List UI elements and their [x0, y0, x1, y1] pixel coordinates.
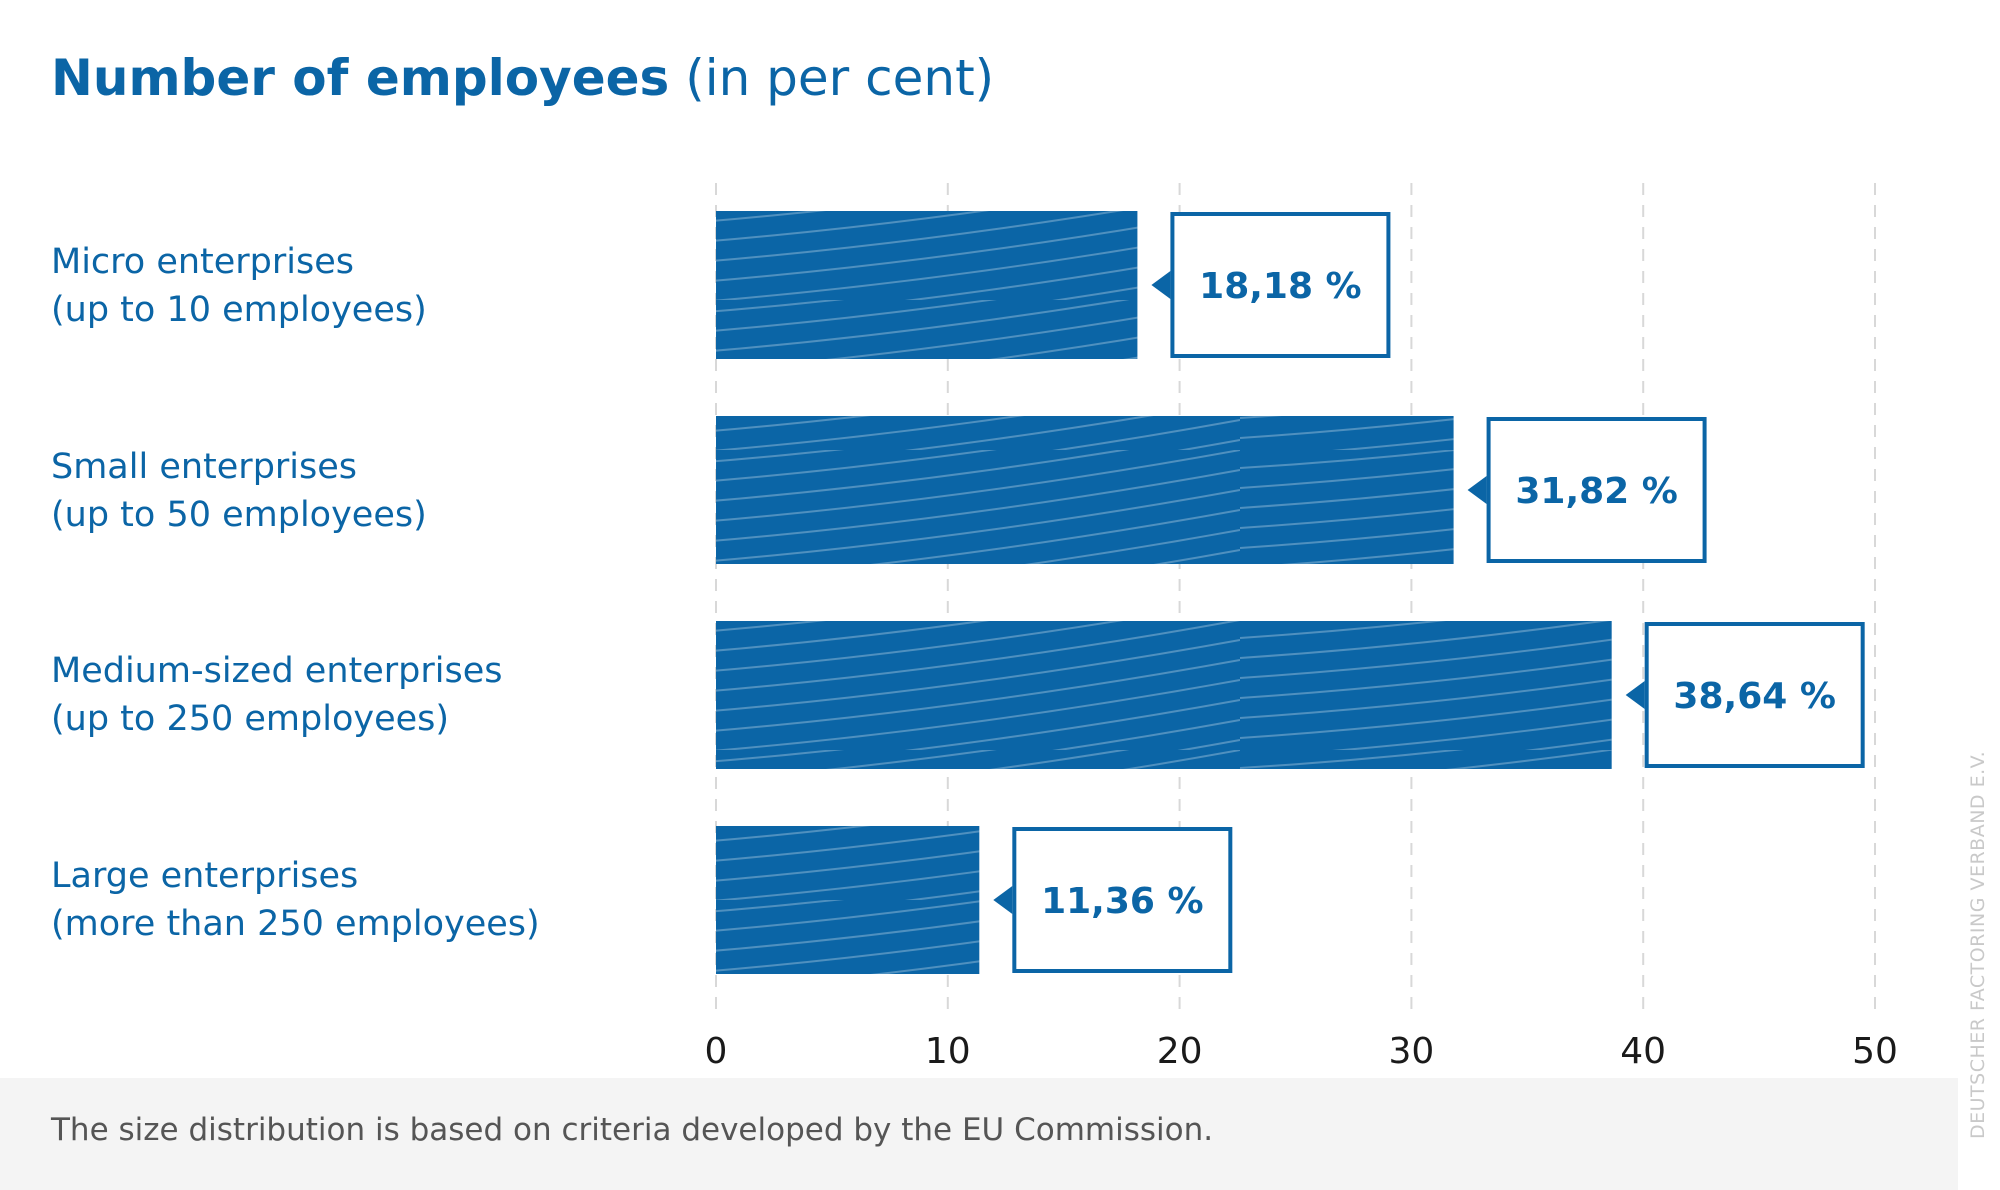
category-detail: (more than 250 employees) [51, 904, 540, 944]
x-tick-label: 0 [705, 1031, 728, 1072]
x-tick-label: 20 [1157, 1031, 1203, 1072]
category-name: Micro enterprises [51, 242, 355, 282]
value-label: 31,82 % [1515, 471, 1677, 512]
callout-pointer [1467, 476, 1487, 504]
category-label-small: Small enterprises (up to 50 employees) [51, 443, 691, 539]
value-callouts: 18,18 % 31,82 % 38,64 % 11,36 % [993, 212, 1865, 973]
category-label-medium: Medium-sized enterprises (up to 250 empl… [51, 647, 691, 743]
category-name: Medium-sized enterprises [51, 651, 503, 691]
chart-title-main: Number of employees [51, 49, 670, 107]
value-label: 18,18 % [1199, 266, 1361, 307]
bar-texture [716, 621, 1612, 769]
value-callout-box [1486, 417, 1707, 563]
x-tick-label: 10 [925, 1031, 971, 1072]
chart-title: Number of employees (in per cent) [51, 46, 994, 110]
footnote-band: The size distribution is based on criter… [0, 1078, 1958, 1190]
bar-texture [716, 416, 1454, 564]
category-label-large: Large enterprises (more than 250 employe… [51, 852, 691, 948]
x-tick-label: 30 [1388, 1031, 1434, 1072]
chart-title-unit: (in per cent) [685, 49, 995, 107]
category-name: Small enterprises [51, 447, 358, 487]
source-credit: DEUTSCHER FACTORING VERBAND E.V. [1967, 750, 1989, 1139]
footnote: The size distribution is based on criter… [51, 1112, 1214, 1148]
x-axis-ticks: 0 10 20 30 40 50 [705, 1031, 1898, 1072]
value-callout-box [1170, 212, 1391, 358]
category-detail: (up to 10 employees) [51, 290, 427, 330]
category-name: Large enterprises [51, 856, 359, 896]
callout-pointer [1151, 271, 1171, 299]
value-label: 38,64 % [1673, 676, 1835, 717]
value-label: 11,36 % [1041, 881, 1203, 922]
category-detail: (up to 250 employees) [51, 699, 450, 739]
value-callout-box [1012, 827, 1233, 973]
callout-pointer [993, 886, 1013, 914]
category-detail: (up to 50 employees) [51, 495, 427, 535]
value-callout-box [1644, 622, 1865, 768]
x-tick-label: 50 [1852, 1031, 1898, 1072]
bars [716, 211, 1612, 974]
bar-texture [716, 211, 1138, 359]
x-tick-label: 40 [1620, 1031, 1666, 1072]
category-label-micro: Micro enterprises (up to 10 employees) [51, 238, 691, 334]
bar-texture [716, 826, 980, 974]
callout-pointer [1625, 681, 1645, 709]
